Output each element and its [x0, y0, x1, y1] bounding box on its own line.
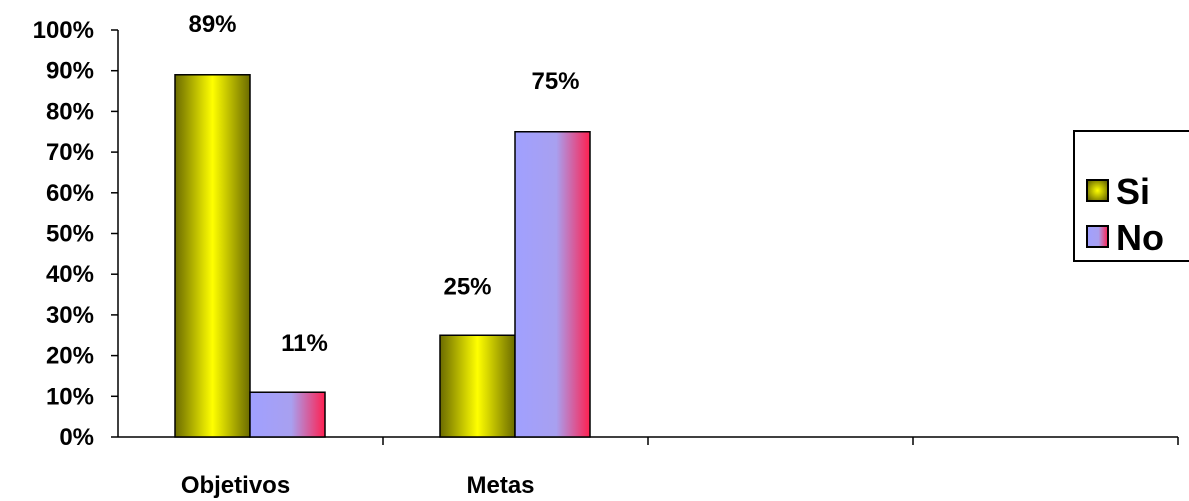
- y-tick-label: 70%: [46, 139, 94, 166]
- y-tick-label: 80%: [46, 98, 94, 125]
- y-tick-label: 10%: [46, 383, 94, 410]
- data-label: 89%: [188, 11, 236, 38]
- legend-label-si: Si: [1116, 171, 1150, 212]
- bar-no: [514, 131, 591, 438]
- y-tick-label: 0%: [59, 424, 94, 451]
- data-label: 11%: [281, 330, 328, 357]
- data-label: 25%: [443, 273, 491, 300]
- bars: [174, 74, 591, 438]
- y-tick-label: 90%: [46, 58, 94, 85]
- y-tick-label: 60%: [46, 180, 94, 207]
- bar-si: [174, 74, 251, 438]
- y-tick-label: 30%: [46, 302, 94, 329]
- category-label: Objetivos: [181, 472, 290, 499]
- axes: 0% 10% 20% 30% 40% 50% 60% 70% 80% 90% 100%: [33, 17, 1179, 451]
- legend-label-no: No: [1116, 217, 1164, 258]
- data-label: 75%: [531, 68, 579, 95]
- labels: Objetivos 89% 11% Metas 25% 75%: [181, 11, 580, 499]
- y-tick-label: 40%: [46, 261, 94, 288]
- bar-si: [439, 334, 516, 438]
- y-tick-label: 100%: [33, 17, 94, 44]
- y-tick-label: 50%: [46, 221, 94, 248]
- category-label: Metas: [466, 472, 534, 499]
- legend-swatch-si: [1086, 179, 1109, 202]
- y-tick-label: 20%: [46, 343, 94, 370]
- legend-swatch-no: [1086, 225, 1109, 248]
- legend: Si No: [1073, 130, 1189, 262]
- bar-no: [249, 391, 326, 438]
